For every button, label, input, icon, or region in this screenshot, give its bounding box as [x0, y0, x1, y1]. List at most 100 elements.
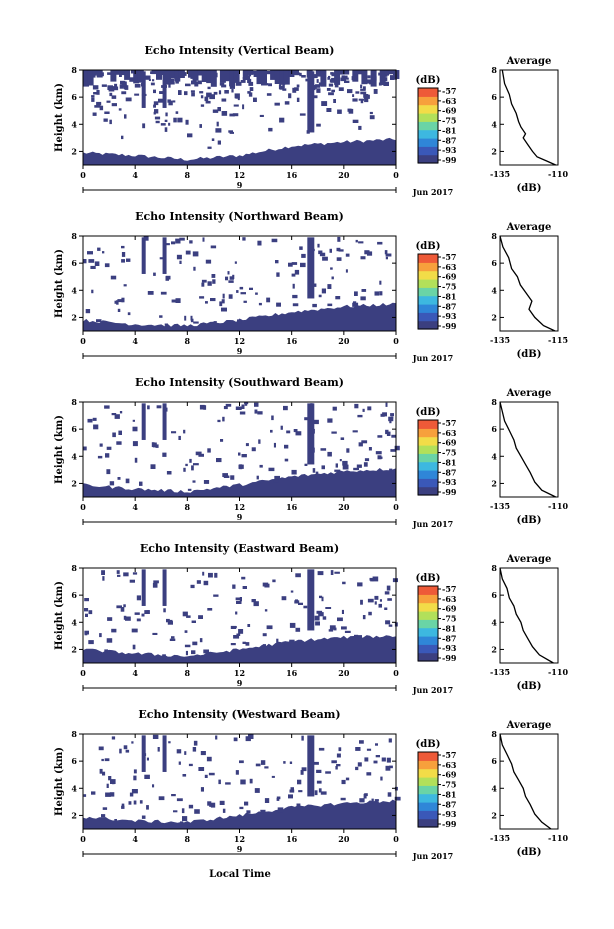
- heatmap-cell: [274, 70, 281, 84]
- colorbar-segment: [418, 436, 438, 446]
- x-tick-label: 4: [132, 502, 138, 512]
- colorbar-segment: [418, 594, 438, 604]
- heatmap-cell: [266, 93, 272, 96]
- heatmap-cell: [342, 464, 349, 470]
- heatmap-streak: [162, 735, 167, 772]
- heatmap-cell: [191, 620, 196, 623]
- heatmap-cell: [388, 738, 392, 743]
- heatmap-cell: [346, 448, 350, 453]
- x-tick-label: 16: [286, 336, 298, 346]
- colorbar-segment: [418, 88, 438, 97]
- heatmap-cell: [310, 447, 315, 453]
- colorbar-tick-label: -93: [442, 643, 457, 653]
- heatmap-cell: [325, 607, 332, 609]
- heatmap-cell: [354, 403, 359, 409]
- heatmap-cell: [309, 79, 314, 84]
- heatmap-cell: [364, 458, 370, 462]
- avg-y-tick-label: 4: [491, 783, 497, 793]
- heatmap-cell: [188, 804, 194, 809]
- colorbar-tick-label: -75: [442, 282, 456, 292]
- heatmap-cell: [391, 434, 397, 438]
- heatmap-cell: [304, 417, 310, 421]
- avg-frame: [499, 733, 559, 830]
- heatmap-cell: [385, 620, 391, 625]
- heatmap-cell: [121, 81, 127, 87]
- avg-profile-line: [499, 401, 556, 498]
- heatmap-cell: [96, 70, 103, 78]
- heatmap-cell: [321, 465, 325, 470]
- heatmap-cell: [356, 70, 363, 75]
- colorbar-segment: [418, 619, 438, 629]
- heatmap-cell: [207, 86, 211, 90]
- heatmap-cell: [158, 98, 164, 103]
- colorbar-segment: [418, 760, 438, 770]
- heatmap-cell: [204, 96, 209, 102]
- heatmap-cell: [151, 442, 155, 447]
- heatmap-cell: [328, 92, 334, 96]
- heatmap-cell: [327, 284, 332, 289]
- heatmap-cell: [178, 90, 182, 95]
- heatmap-cell: [243, 300, 247, 303]
- avg-y-tick-label: 6: [491, 756, 497, 766]
- x-axis-label: Local Time: [209, 869, 271, 880]
- colorbar-tick-label: -93: [442, 311, 457, 321]
- avg-profile-line: [499, 235, 556, 332]
- avg-y-tick-label: 4: [491, 119, 497, 129]
- heatmap-cell: [179, 260, 182, 264]
- heatmap-cell: [136, 595, 141, 601]
- heatmap-cell: [208, 572, 213, 578]
- y-tick-label: 4: [71, 285, 77, 295]
- heatmap-cell: [357, 635, 362, 640]
- heatmap-cell: [258, 302, 262, 306]
- heatmap-cell: [326, 108, 332, 112]
- heatmap: [83, 70, 400, 165]
- heatmap-cell: [330, 267, 333, 270]
- heatmap-cell: [205, 301, 208, 304]
- heatmap-cell: [298, 790, 303, 793]
- heatmap-cell: [209, 94, 215, 100]
- heatmap-cell: [102, 251, 105, 254]
- heatmap-streak: [307, 569, 315, 631]
- heatmap-cell: [338, 249, 344, 252]
- colorbar-segment: [418, 121, 438, 131]
- avg-title: Average: [506, 222, 552, 233]
- heatmap-cell: [266, 297, 271, 303]
- heatmap-cell: [159, 91, 165, 94]
- x-tick-label: 16: [286, 668, 298, 678]
- day-label: 9: [237, 346, 243, 356]
- heatmap-cell: [292, 294, 298, 299]
- heatmap-cell: [83, 446, 87, 451]
- x-tick-label: 20: [338, 668, 350, 678]
- heatmap-cell: [147, 405, 150, 410]
- heatmap-cell: [84, 608, 89, 612]
- heatmap-cell: [160, 123, 166, 126]
- heatmap-cell: [386, 585, 391, 591]
- heatmap-cell: [171, 299, 177, 303]
- colorbar-tick-label: -57: [442, 750, 456, 760]
- heatmap-cell: [253, 70, 258, 75]
- heatmap-cell: [164, 119, 168, 122]
- x-tick-label: 0: [393, 668, 399, 678]
- heatmap-cell: [221, 299, 225, 304]
- heatmap-cell: [283, 70, 290, 85]
- avg-y-tick-label: 8: [491, 231, 497, 241]
- colorbar-segment: [418, 287, 438, 297]
- heatmap-cell: [221, 84, 227, 88]
- colorbar-tick-label: -99: [442, 321, 457, 331]
- heatmap-cell: [180, 821, 184, 827]
- heatmap-cell: [314, 419, 319, 425]
- heatmap-cell: [389, 418, 392, 424]
- heatmap-cell: [132, 644, 136, 650]
- heatmap-cell: [104, 649, 108, 653]
- heatmap-cell: [115, 70, 121, 75]
- colorbar-segment: [418, 602, 438, 612]
- heatmap-cell: [132, 572, 138, 575]
- heatmap-cell: [374, 799, 379, 802]
- colorbar-segment: [418, 611, 438, 620]
- heatmap-cell: [119, 70, 126, 76]
- heatmap-cell: [209, 804, 214, 807]
- heatmap-cell: [315, 471, 319, 476]
- heatmap-cell: [384, 607, 388, 610]
- heatmap-cell: [229, 85, 235, 89]
- heatmap-cell: [294, 269, 300, 275]
